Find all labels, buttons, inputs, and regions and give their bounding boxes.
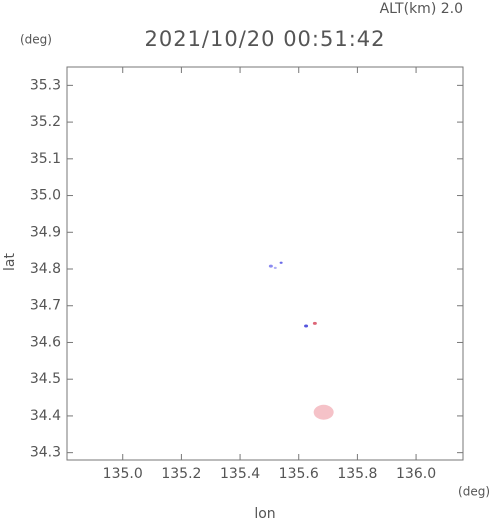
chart-title: 2021/10/20 00:51:42 <box>144 27 385 51</box>
y-tick-label: 35.1 <box>30 151 61 167</box>
y-tick-label: 35.0 <box>30 188 61 204</box>
x-tick-label: 135.4 <box>220 466 260 482</box>
x-axis-label: lon <box>254 506 275 521</box>
plot-frame <box>66 66 464 461</box>
y-tick-label: 34.3 <box>30 445 61 461</box>
echo-point <box>312 321 317 325</box>
y-axis-label: lat <box>2 253 18 271</box>
y-tick-label: 34.5 <box>30 371 61 387</box>
x-tick-label: 135.2 <box>161 466 201 482</box>
echo-point <box>313 404 334 420</box>
echo-point <box>279 261 283 264</box>
echo-point <box>304 324 309 328</box>
echo-point <box>273 266 277 270</box>
y-tick-label: 34.8 <box>30 261 61 277</box>
x-unit: (deg) <box>458 485 490 499</box>
x-tick-label: 135.0 <box>103 466 143 482</box>
x-tick-label: 136.0 <box>396 466 436 482</box>
y-tick-label: 34.6 <box>30 334 61 350</box>
echo-point <box>268 264 273 268</box>
y-tick-label: 34.9 <box>30 224 61 240</box>
y-tick-label: 35.3 <box>30 77 61 93</box>
y-unit: (deg) <box>20 33 52 47</box>
y-tick-label: 34.4 <box>30 408 61 424</box>
x-tick-label: 135.6 <box>279 466 319 482</box>
y-tick-label: 35.2 <box>30 114 61 130</box>
x-tick-label: 135.8 <box>337 466 377 482</box>
altitude-label: ALT(km) 2.0 <box>380 1 463 17</box>
y-tick-label: 34.7 <box>30 298 61 314</box>
